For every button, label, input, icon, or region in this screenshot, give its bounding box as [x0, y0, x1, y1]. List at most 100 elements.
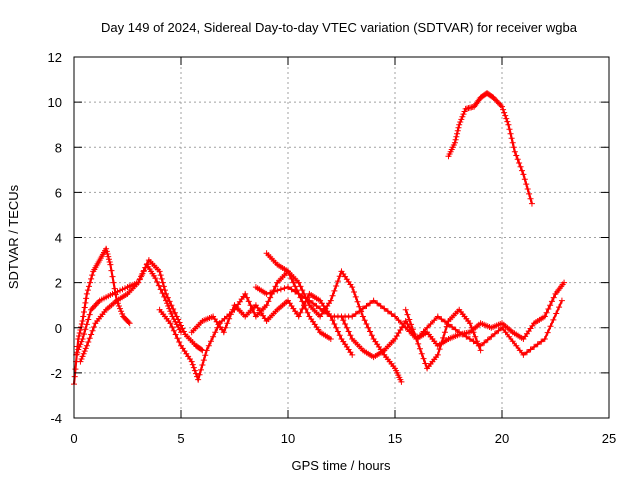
plus-marker	[395, 317, 402, 324]
plus-marker	[203, 347, 210, 354]
series-line	[447, 91, 534, 204]
plus-marker	[434, 351, 441, 358]
plus-marker	[243, 294, 250, 301]
plus-marker	[295, 279, 302, 286]
plus-marker	[528, 200, 535, 207]
plus-marker	[363, 320, 370, 327]
plus-marker	[503, 115, 510, 122]
plus-marker	[82, 326, 89, 333]
plus-marker	[227, 311, 234, 318]
plus-marker	[349, 313, 356, 320]
plus-marker	[502, 112, 509, 119]
plus-marker	[159, 290, 166, 297]
plus-marker	[166, 305, 173, 312]
plus-marker	[83, 321, 90, 328]
plus-marker	[395, 330, 402, 337]
plus-marker	[506, 126, 513, 133]
plus-marker	[329, 292, 336, 299]
plus-marker	[125, 319, 132, 326]
x-tick-label: 5	[177, 431, 184, 446]
plus-marker	[398, 378, 405, 385]
plus-marker	[78, 355, 85, 362]
plus-marker	[342, 320, 349, 327]
plus-marker	[338, 313, 345, 320]
plus-marker	[309, 300, 316, 307]
plus-marker	[88, 275, 95, 282]
plus-marker	[142, 264, 149, 271]
plus-marker	[397, 327, 404, 334]
plus-marker	[377, 302, 384, 309]
plus-marker	[370, 297, 377, 304]
plus-marker	[74, 349, 81, 356]
plus-marker	[108, 267, 115, 274]
plus-marker	[106, 258, 113, 265]
plus-marker	[156, 268, 163, 275]
x-tick-label: 20	[495, 431, 509, 446]
plus-marker	[520, 351, 527, 358]
plus-marker	[85, 316, 92, 323]
plus-marker	[402, 317, 409, 324]
plus-marker	[365, 324, 372, 331]
plus-marker	[75, 333, 82, 340]
plus-marker	[510, 144, 517, 151]
plus-marker	[352, 293, 359, 300]
plus-marker	[229, 306, 236, 313]
plus-marker	[343, 324, 350, 331]
plus-marker	[297, 309, 304, 316]
plus-marker	[78, 323, 85, 330]
plus-marker	[292, 288, 299, 295]
plus-marker	[561, 279, 568, 286]
x-axis-label: GPS time / hours	[292, 458, 391, 473]
plus-marker	[359, 305, 366, 312]
y-tick-label: -2	[50, 366, 62, 381]
plus-marker	[176, 326, 183, 333]
plus-marker	[516, 160, 523, 167]
plus-marker	[302, 295, 309, 302]
plus-marker	[285, 284, 291, 291]
plus-marker	[331, 320, 338, 327]
plus-marker	[202, 352, 209, 359]
x-tick-label: 15	[388, 431, 402, 446]
y-tick-labels: -4 -2 0 2 4 6 8 10 12	[48, 50, 62, 426]
plus-marker	[224, 320, 231, 327]
plus-marker	[452, 326, 459, 333]
plus-marker	[527, 346, 534, 353]
plus-marker	[167, 320, 174, 327]
plus-marker	[384, 308, 391, 315]
plus-marker	[195, 376, 202, 383]
plus-marker	[167, 308, 174, 315]
plus-marker	[333, 324, 340, 331]
plus-marker	[502, 329, 509, 336]
plus-marker	[411, 331, 418, 338]
plus-marker	[420, 355, 427, 362]
plus-marker	[491, 330, 498, 337]
plus-marker	[299, 287, 306, 294]
plus-marker	[336, 273, 343, 280]
plus-marker	[340, 317, 347, 324]
axis-ticks	[73, 56, 610, 419]
plus-marker	[179, 325, 186, 332]
plus-marker	[89, 272, 96, 279]
plus-marker	[550, 316, 557, 323]
plus-marker	[475, 342, 482, 349]
plus-marker	[392, 313, 398, 320]
plus-marker	[290, 279, 297, 286]
y-tick-label: 0	[55, 321, 62, 336]
plus-marker	[313, 302, 320, 309]
x-tick-labels: 0 5 10 15 20 25	[70, 431, 616, 446]
plus-marker	[349, 284, 356, 291]
plus-marker	[168, 310, 175, 317]
plus-marker	[472, 333, 479, 340]
plus-marker	[553, 310, 560, 317]
plus-marker	[207, 338, 214, 345]
chart-title: Day 149 of 2024, Sidereal Day-to-day VTE…	[101, 20, 578, 35]
y-axis-label: SDTVAR / TECUs	[6, 184, 21, 289]
plus-marker	[80, 308, 87, 315]
plus-marker	[393, 333, 400, 340]
plus-marker	[80, 350, 87, 357]
plus-marker	[545, 305, 552, 312]
plus-marker	[138, 273, 145, 280]
plus-marker	[77, 341, 84, 348]
plus-marker	[110, 279, 117, 286]
y-tick-label: 6	[55, 185, 62, 200]
